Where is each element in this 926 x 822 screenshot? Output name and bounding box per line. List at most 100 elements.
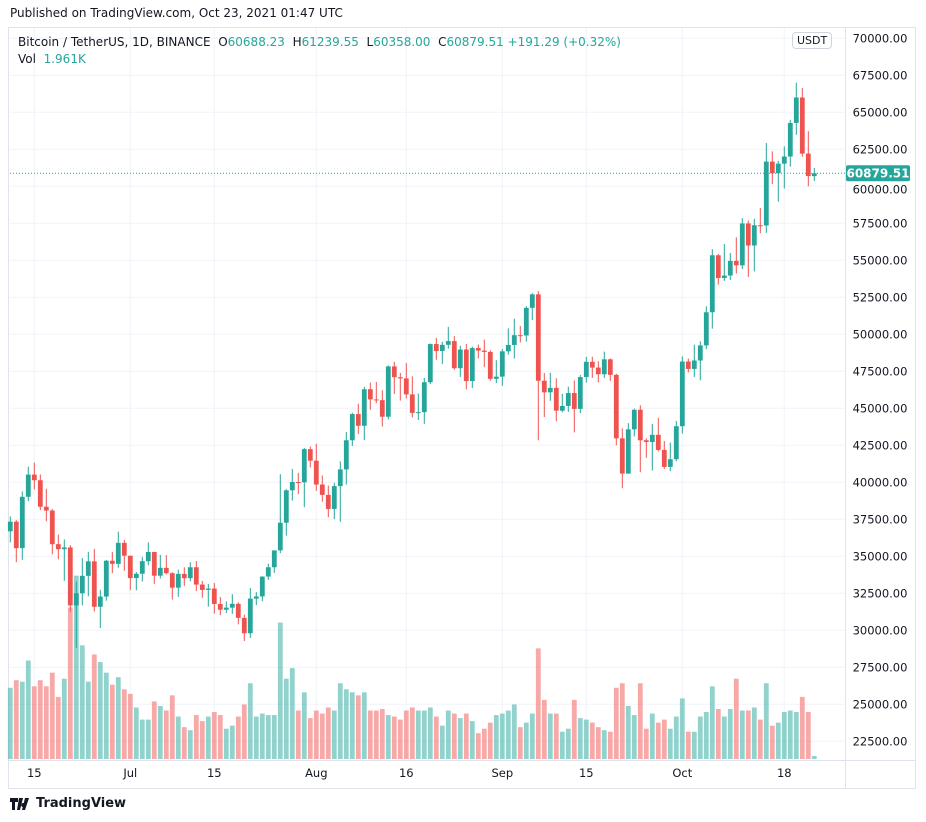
candle[interactable] [475, 344, 481, 359]
candle[interactable] [199, 580, 205, 598]
candle[interactable] [523, 306, 529, 342]
candle[interactable] [331, 482, 337, 520]
candle[interactable] [325, 485, 331, 518]
candle[interactable] [769, 151, 775, 185]
candle[interactable] [487, 350, 493, 381]
candle[interactable] [205, 583, 211, 607]
candle[interactable] [391, 361, 397, 394]
candle[interactable] [505, 328, 511, 355]
candle[interactable] [229, 594, 235, 615]
candle[interactable] [595, 361, 601, 383]
candle[interactable] [787, 119, 793, 167]
candle[interactable] [643, 438, 649, 458]
candle[interactable] [745, 220, 751, 277]
candle[interactable] [109, 551, 115, 574]
candle[interactable] [415, 393, 421, 420]
candle[interactable] [751, 218, 757, 272]
candle[interactable] [295, 472, 301, 495]
candle[interactable] [631, 408, 637, 437]
candle[interactable] [649, 423, 655, 471]
candle[interactable] [697, 341, 703, 381]
candle[interactable] [247, 587, 253, 638]
candle[interactable] [583, 356, 589, 383]
candle[interactable] [61, 539, 67, 581]
candle[interactable] [739, 218, 745, 269]
candle[interactable] [403, 363, 409, 399]
candle[interactable] [127, 555, 133, 591]
candle[interactable] [547, 372, 553, 401]
candle[interactable] [559, 393, 565, 413]
candle[interactable] [439, 341, 445, 364]
candle[interactable] [313, 443, 319, 491]
candle[interactable] [151, 551, 157, 584]
candle[interactable] [619, 428, 625, 489]
candle[interactable] [469, 346, 475, 389]
candle[interactable] [445, 326, 451, 349]
candle[interactable] [409, 376, 415, 418]
candle[interactable] [727, 253, 733, 281]
candle[interactable] [307, 446, 313, 468]
candle[interactable] [571, 380, 577, 433]
candle[interactable] [499, 349, 505, 386]
candle[interactable] [679, 356, 685, 434]
candle[interactable] [577, 375, 583, 414]
candle[interactable] [139, 556, 145, 582]
candle[interactable] [187, 562, 193, 582]
candle[interactable] [511, 318, 517, 359]
candle[interactable] [19, 491, 25, 560]
candle[interactable] [457, 345, 463, 377]
candle[interactable] [103, 560, 109, 601]
candle[interactable] [43, 488, 49, 522]
candle[interactable] [91, 548, 97, 612]
candle[interactable] [781, 146, 787, 189]
candle[interactable] [463, 343, 469, 390]
candle[interactable] [757, 208, 763, 234]
candle[interactable] [421, 377, 427, 424]
candle[interactable] [685, 358, 691, 373]
candle[interactable] [721, 244, 727, 281]
candle[interactable] [301, 447, 307, 508]
candle[interactable] [31, 462, 37, 490]
candle[interactable] [13, 520, 19, 563]
candle[interactable] [361, 386, 367, 441]
candle[interactable] [655, 417, 661, 452]
candle[interactable] [145, 542, 151, 566]
candle[interactable] [289, 468, 295, 501]
candle[interactable] [673, 421, 679, 462]
candle[interactable] [529, 293, 535, 320]
candle[interactable] [541, 373, 547, 418]
candle[interactable] [343, 432, 349, 485]
candle[interactable] [793, 82, 799, 135]
candle[interactable] [157, 554, 163, 579]
candle[interactable] [373, 381, 379, 404]
candle[interactable] [481, 339, 487, 368]
candle[interactable] [367, 382, 373, 410]
candle[interactable] [397, 372, 403, 401]
candle[interactable] [661, 441, 667, 469]
candle[interactable] [175, 569, 181, 597]
candle[interactable] [25, 466, 31, 502]
candle[interactable] [565, 386, 571, 412]
candle[interactable] [709, 249, 715, 329]
candle[interactable] [805, 131, 811, 187]
candle[interactable] [55, 534, 61, 560]
candle[interactable] [337, 461, 343, 522]
candle[interactable] [385, 365, 391, 420]
candle[interactable] [433, 337, 439, 360]
candle[interactable] [451, 336, 457, 370]
candle[interactable] [799, 88, 805, 157]
candle[interactable] [37, 474, 43, 511]
candle[interactable] [319, 475, 325, 502]
candle[interactable] [223, 601, 229, 614]
candle[interactable] [625, 423, 631, 474]
candle[interactable] [115, 531, 121, 568]
candle[interactable] [73, 581, 79, 649]
candle[interactable] [601, 351, 607, 378]
candle[interactable] [193, 561, 199, 591]
candle[interactable] [715, 253, 721, 285]
candle[interactable] [121, 540, 127, 571]
candle[interactable] [427, 343, 433, 385]
candle[interactable] [355, 403, 361, 435]
candle[interactable] [607, 358, 613, 381]
